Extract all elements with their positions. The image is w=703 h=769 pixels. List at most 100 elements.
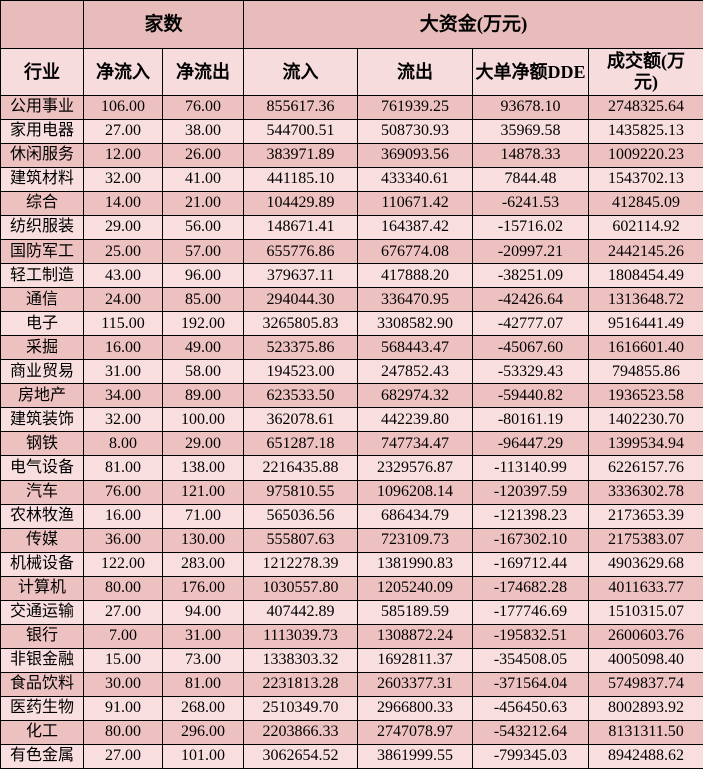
- value-cell[interactable]: 24.00: [83, 287, 163, 313]
- industry-cell[interactable]: 公用事业: [0, 94, 84, 121]
- industry-cell[interactable]: 银行: [0, 623, 84, 649]
- value-cell[interactable]: 96.00: [161, 263, 245, 289]
- industry-cell[interactable]: 建筑材料: [0, 167, 84, 193]
- value-cell[interactable]: 568443.47: [357, 335, 474, 361]
- value-cell[interactable]: 15.00: [83, 647, 163, 673]
- value-cell[interactable]: 106.00: [83, 94, 163, 121]
- value-cell[interactable]: 104429.89: [243, 191, 359, 217]
- value-cell[interactable]: 38.00: [161, 119, 245, 145]
- industry-cell[interactable]: 计算机: [0, 575, 84, 601]
- value-cell[interactable]: -38251.09: [472, 263, 590, 289]
- value-cell[interactable]: 1338303.32: [243, 647, 359, 673]
- value-cell[interactable]: 14878.33: [472, 143, 590, 169]
- value-cell[interactable]: 71.00: [161, 503, 245, 529]
- industry-cell[interactable]: 非银金融: [0, 647, 84, 673]
- value-cell[interactable]: 379637.11: [243, 263, 359, 289]
- value-cell[interactable]: 555807.63: [243, 527, 359, 553]
- value-cell[interactable]: 9516441.49: [588, 311, 703, 337]
- value-cell[interactable]: 602114.92: [588, 215, 703, 241]
- value-cell[interactable]: 21.00: [161, 191, 245, 217]
- value-cell[interactable]: -543212.64: [472, 719, 590, 745]
- value-cell[interactable]: -42426.64: [472, 287, 590, 313]
- value-cell[interactable]: 1543702.13: [588, 167, 703, 193]
- value-cell[interactable]: 294044.30: [243, 287, 359, 313]
- value-cell[interactable]: 31.00: [83, 359, 163, 385]
- value-cell[interactable]: 36.00: [83, 527, 163, 553]
- value-cell[interactable]: 412845.09: [588, 191, 703, 217]
- value-cell[interactable]: 1936523.58: [588, 383, 703, 409]
- value-cell[interactable]: 41.00: [161, 167, 245, 193]
- column-header-inflow[interactable]: 流入: [243, 48, 359, 96]
- value-cell[interactable]: 2175383.07: [588, 527, 703, 553]
- value-cell[interactable]: -177746.69: [472, 599, 590, 625]
- value-cell[interactable]: -799345.03: [472, 743, 590, 769]
- value-cell[interactable]: -169712.44: [472, 551, 590, 577]
- value-cell[interactable]: 1096208.14: [357, 479, 474, 505]
- value-cell[interactable]: 1616601.40: [588, 335, 703, 361]
- value-cell[interactable]: 194523.00: [243, 359, 359, 385]
- value-cell[interactable]: 12.00: [83, 143, 163, 169]
- value-cell[interactable]: 80.00: [83, 575, 163, 601]
- value-cell[interactable]: 58.00: [161, 359, 245, 385]
- value-cell[interactable]: 110671.42: [357, 191, 474, 217]
- value-cell[interactable]: 3265805.83: [243, 311, 359, 337]
- value-cell[interactable]: -120397.59: [472, 479, 590, 505]
- value-cell[interactable]: 26.00: [161, 143, 245, 169]
- value-cell[interactable]: -456450.63: [472, 695, 590, 721]
- value-cell[interactable]: 2748325.64: [588, 94, 703, 121]
- industry-cell[interactable]: 家用电器: [0, 119, 84, 145]
- value-cell[interactable]: 81.00: [83, 455, 163, 481]
- value-cell[interactable]: 4005098.40: [588, 647, 703, 673]
- value-cell[interactable]: 2216435.88: [243, 455, 359, 481]
- value-cell[interactable]: -121398.23: [472, 503, 590, 529]
- value-cell[interactable]: 3062654.52: [243, 743, 359, 769]
- industry-cell[interactable]: 综合: [0, 191, 84, 217]
- value-cell[interactable]: 14.00: [83, 191, 163, 217]
- value-cell[interactable]: 655776.86: [243, 239, 359, 265]
- value-cell[interactable]: 651287.18: [243, 431, 359, 457]
- industry-cell[interactable]: 通信: [0, 287, 84, 313]
- value-cell[interactable]: 7.00: [83, 623, 163, 649]
- column-header-turnover[interactable]: 成交额(万元): [588, 48, 703, 96]
- value-cell[interactable]: 433340.61: [357, 167, 474, 193]
- value-cell[interactable]: 6226157.76: [588, 455, 703, 481]
- value-cell[interactable]: 138.00: [161, 455, 245, 481]
- value-cell[interactable]: 1399534.94: [588, 431, 703, 457]
- industry-cell[interactable]: 交通运输: [0, 599, 84, 625]
- value-cell[interactable]: 523375.86: [243, 335, 359, 361]
- value-cell[interactable]: 441185.10: [243, 167, 359, 193]
- value-cell[interactable]: 192.00: [161, 311, 245, 337]
- value-cell[interactable]: 2603377.31: [357, 671, 474, 697]
- value-cell[interactable]: 975810.55: [243, 479, 359, 505]
- value-cell[interactable]: 2747078.97: [357, 719, 474, 745]
- value-cell[interactable]: 855617.36: [243, 94, 359, 121]
- value-cell[interactable]: 76.00: [83, 479, 163, 505]
- value-cell[interactable]: 176.00: [161, 575, 245, 601]
- industry-cell[interactable]: 采掘: [0, 335, 84, 361]
- value-cell[interactable]: 29.00: [161, 431, 245, 457]
- value-cell[interactable]: 442239.80: [357, 407, 474, 433]
- value-cell[interactable]: 585189.59: [357, 599, 474, 625]
- value-cell[interactable]: 8002893.92: [588, 695, 703, 721]
- value-cell[interactable]: 16.00: [83, 335, 163, 361]
- value-cell[interactable]: 247852.43: [357, 359, 474, 385]
- value-cell[interactable]: 100.00: [161, 407, 245, 433]
- value-cell[interactable]: 91.00: [83, 695, 163, 721]
- industry-cell[interactable]: 休闲服务: [0, 143, 84, 169]
- value-cell[interactable]: 407442.89: [243, 599, 359, 625]
- value-cell[interactable]: 2966800.33: [357, 695, 474, 721]
- value-cell[interactable]: -20997.21: [472, 239, 590, 265]
- value-cell[interactable]: -53329.43: [472, 359, 590, 385]
- value-cell[interactable]: 27.00: [83, 743, 163, 769]
- value-cell[interactable]: 8.00: [83, 431, 163, 457]
- value-cell[interactable]: 148671.41: [243, 215, 359, 241]
- industry-cell[interactable]: 轻工制造: [0, 263, 84, 289]
- value-cell[interactable]: 1692811.37: [357, 647, 474, 673]
- value-cell[interactable]: 89.00: [161, 383, 245, 409]
- industry-cell[interactable]: 商业贸易: [0, 359, 84, 385]
- value-cell[interactable]: 27.00: [83, 599, 163, 625]
- value-cell[interactable]: 56.00: [161, 215, 245, 241]
- value-cell[interactable]: 3861999.55: [357, 743, 474, 769]
- value-cell[interactable]: 3308582.90: [357, 311, 474, 337]
- value-cell[interactable]: 94.00: [161, 599, 245, 625]
